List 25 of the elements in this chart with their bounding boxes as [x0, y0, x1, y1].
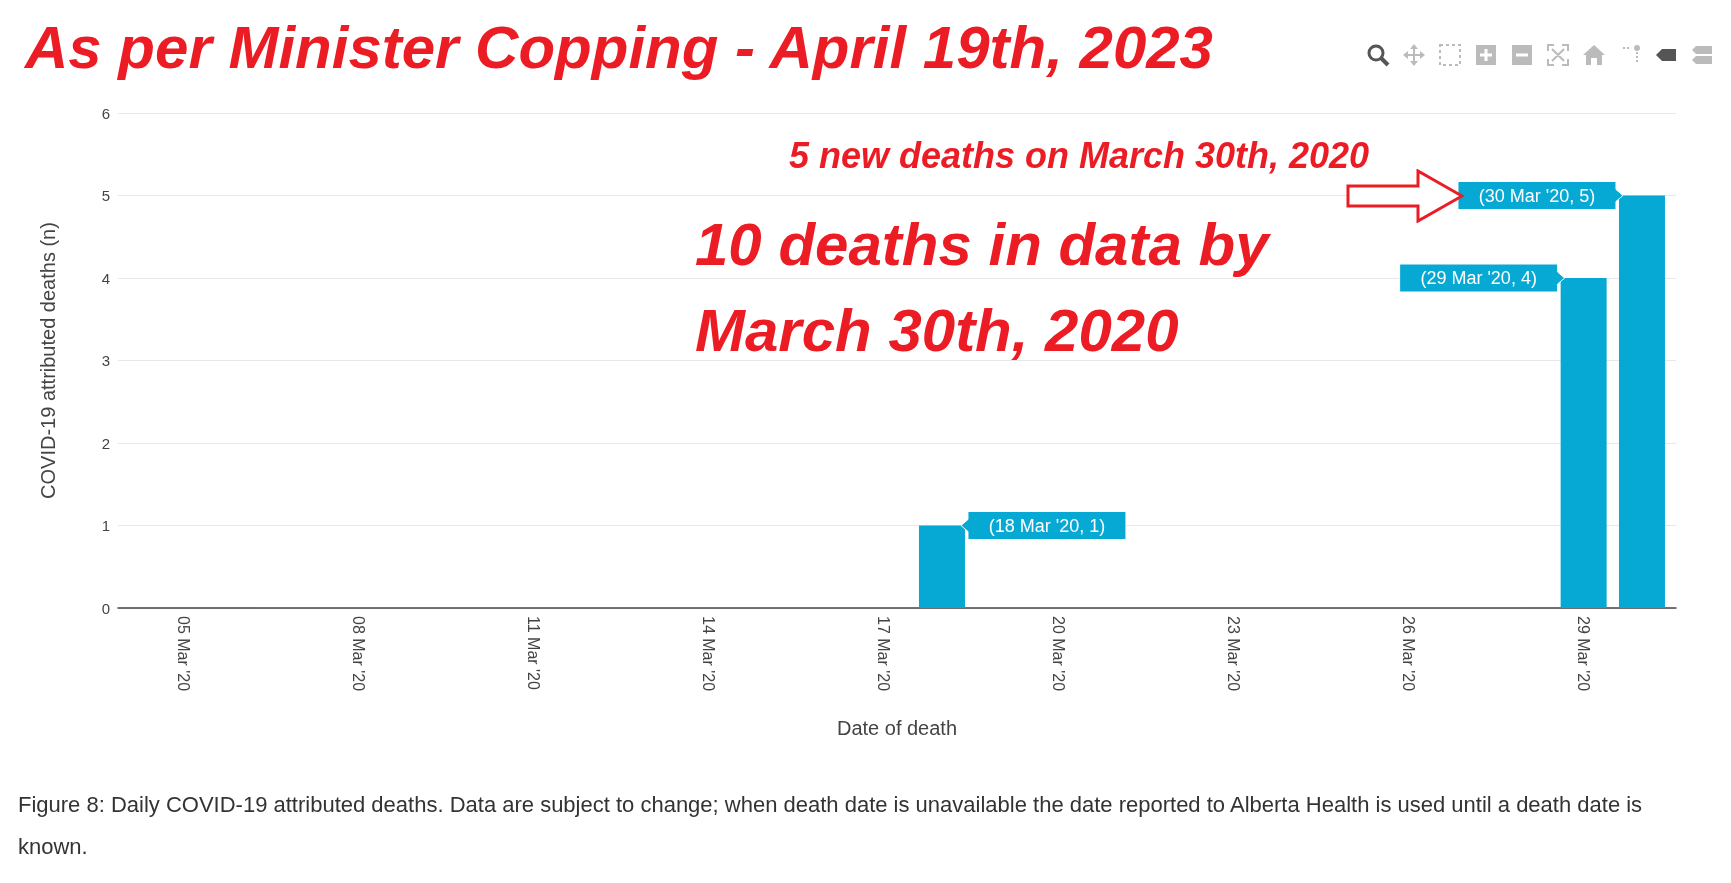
y-tick-label: 4	[101, 269, 110, 287]
y-axis-title: COVID-19 attributed deaths (n)	[37, 222, 59, 499]
y-tick-label: 1	[101, 517, 110, 534]
y-tick-label: 5	[101, 187, 110, 204]
x-tick-label: 29 Mar '20	[1575, 616, 1593, 692]
annotation: 5 new deaths on March 30th, 2020	[788, 134, 1370, 176]
x-tick-label: 17 Mar '20	[875, 616, 893, 692]
y-tick-label: 6	[101, 104, 110, 122]
annotation: (29 Mar '20, 4)	[1420, 268, 1537, 288]
chart-title: As per Minister Copping - April 19th, 2023	[23, 13, 1213, 81]
x-tick-label: 20 Mar '20	[1050, 616, 1068, 692]
y-tick-label: 0	[101, 599, 110, 617]
x-tick-label: 05 Mar '20	[175, 616, 193, 692]
caption: Figure 8: Daily COVID-19 attributed deaths. Data are subject to change; when death date is unavailable the date reported to Alberta Health is used until a death date is known.	[18, 791, 1644, 861]
x-tick-label: 26 Mar '20	[1400, 616, 1418, 692]
x-tick-label: 23 Mar '20	[1225, 616, 1243, 692]
y-tick-label: 2	[101, 434, 110, 452]
x-tick-label: 14 Mar '20	[700, 616, 718, 692]
x-tick-label: 11 Mar '20	[525, 616, 543, 691]
y-tick-label: 3	[101, 352, 110, 369]
annotation: 10 deaths in data by March 30th, 2020	[695, 210, 1272, 364]
x-axis-title: Date of death	[836, 717, 958, 739]
annotation: (30 Mar '20, 5)	[1478, 185, 1596, 206]
x-tick-label: 08 Mar '20	[350, 616, 368, 692]
annotation: (18 Mar '20, 1)	[988, 515, 1106, 536]
